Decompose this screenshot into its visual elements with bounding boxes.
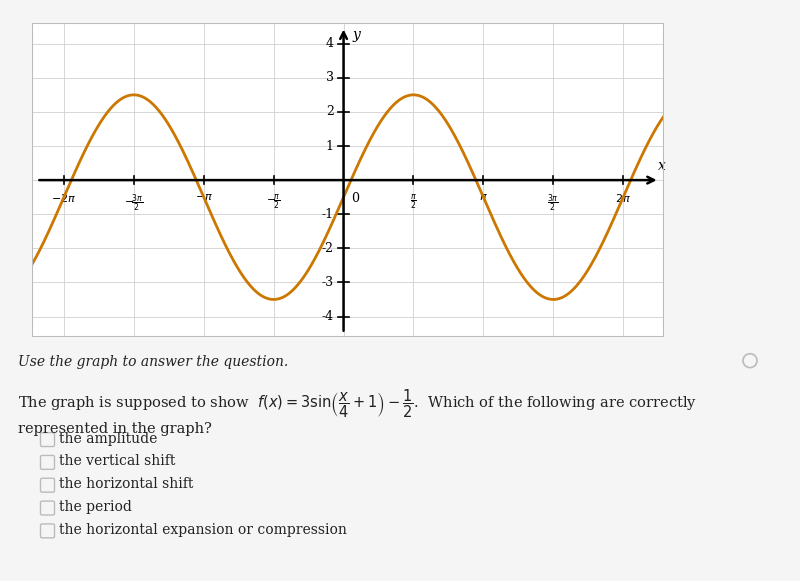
Text: -1: -1 [322,208,334,221]
Text: Use the graph to answer the question.: Use the graph to answer the question. [18,354,288,369]
Text: $-\pi$: $-\pi$ [194,192,213,202]
Text: 0: 0 [351,192,359,205]
Text: The graph is supposed to show  $f(x) = 3\sin\!\left(\dfrac{x}{4}+1\right)-\dfrac: The graph is supposed to show $f(x) = 3\… [18,388,697,420]
Text: the horizontal expansion or compression: the horizontal expansion or compression [59,523,347,537]
Text: y: y [353,28,360,42]
Text: 1: 1 [326,139,334,152]
Text: $-2\pi$: $-2\pi$ [51,192,77,204]
Text: the amplitude: the amplitude [59,432,158,446]
Text: $\frac{\pi}{2}$: $\frac{\pi}{2}$ [410,192,417,211]
Text: 4: 4 [326,37,334,50]
Text: $\pi$: $\pi$ [479,192,488,202]
Text: the vertical shift: the vertical shift [59,454,175,468]
Text: represented in the graph?: represented in the graph? [18,422,212,436]
Text: $\frac{3\pi}{2}$: $\frac{3\pi}{2}$ [547,192,559,214]
Text: x: x [658,159,666,173]
Text: -4: -4 [322,310,334,323]
Text: $-\!\frac{3\pi}{2}$: $-\!\frac{3\pi}{2}$ [124,192,143,214]
Text: -3: -3 [322,276,334,289]
Text: $-\!\frac{\pi}{2}$: $-\!\frac{\pi}{2}$ [266,192,281,211]
Text: the period: the period [59,500,132,514]
Text: -2: -2 [322,242,334,255]
Bar [32,23,664,337]
Text: 3: 3 [326,71,334,84]
Text: the horizontal shift: the horizontal shift [59,477,194,491]
Text: $2\pi$: $2\pi$ [615,192,631,204]
Text: 2: 2 [326,105,334,119]
